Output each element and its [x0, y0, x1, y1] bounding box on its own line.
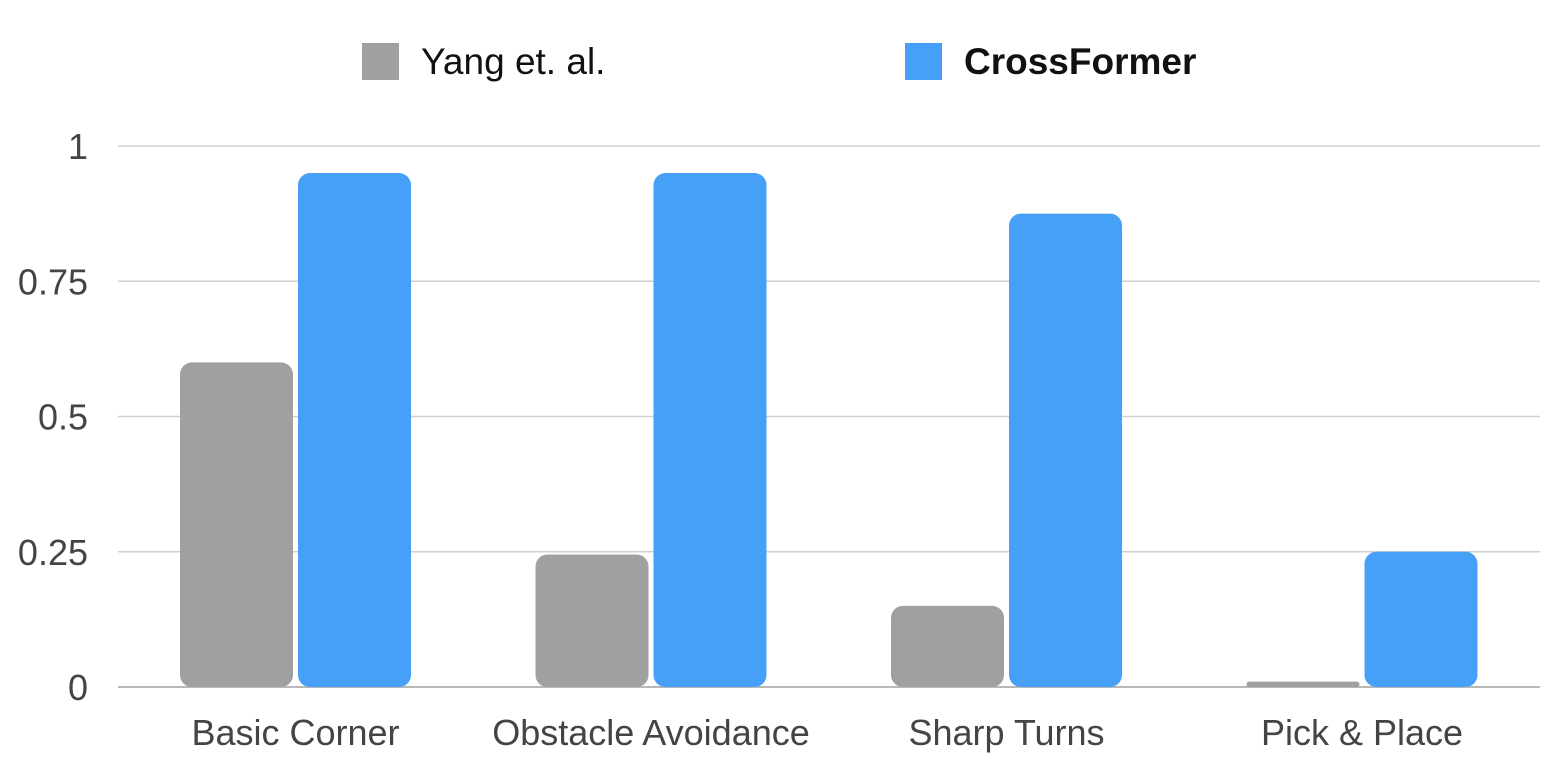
bar-series-1-category-1 [653, 173, 767, 688]
x-category-label: Obstacle Avoidance [492, 712, 810, 753]
bars [180, 173, 1478, 688]
bar-series-1-category-0 [298, 173, 411, 688]
x-category-label: Basic Corner [191, 712, 399, 753]
bar-series-0-category-0 [180, 362, 293, 687]
bar-series-0-category-1 [535, 554, 649, 687]
y-tick-label: 0 [68, 667, 88, 708]
x-axis-category-labels: Basic Corner Obstacle Avoidance Sharp Turn… [191, 712, 1463, 753]
legend-swatch-series-1 [905, 42, 942, 80]
y-tick-label: 0.25 [18, 532, 88, 573]
y-axis-tick-labels: 0 0.25 0.5 0.75 1 [18, 126, 88, 708]
legend-swatch-series-0 [362, 42, 399, 80]
x-category-label: Sharp Turns [908, 712, 1104, 753]
legend-item-series-1: CrossFormer [905, 42, 1196, 80]
bar-series-0-category-2 [891, 605, 1004, 687]
y-tick-label: 0.5 [38, 397, 88, 438]
bar-series-0-category-3 [1246, 681, 1360, 687]
x-category-label: Pick & Place [1261, 712, 1463, 753]
legend-item-series-0: Yang et. al. [362, 42, 605, 80]
y-tick-label: 1 [68, 126, 88, 167]
legend-label-series-1: CrossFormer [964, 40, 1197, 82]
bar-series-1-category-2 [1009, 213, 1122, 687]
y-tick-label: 0.75 [18, 261, 88, 302]
bar-series-1-category-3 [1364, 551, 1478, 687]
legend-label-series-0: Yang et. al. [421, 40, 606, 82]
